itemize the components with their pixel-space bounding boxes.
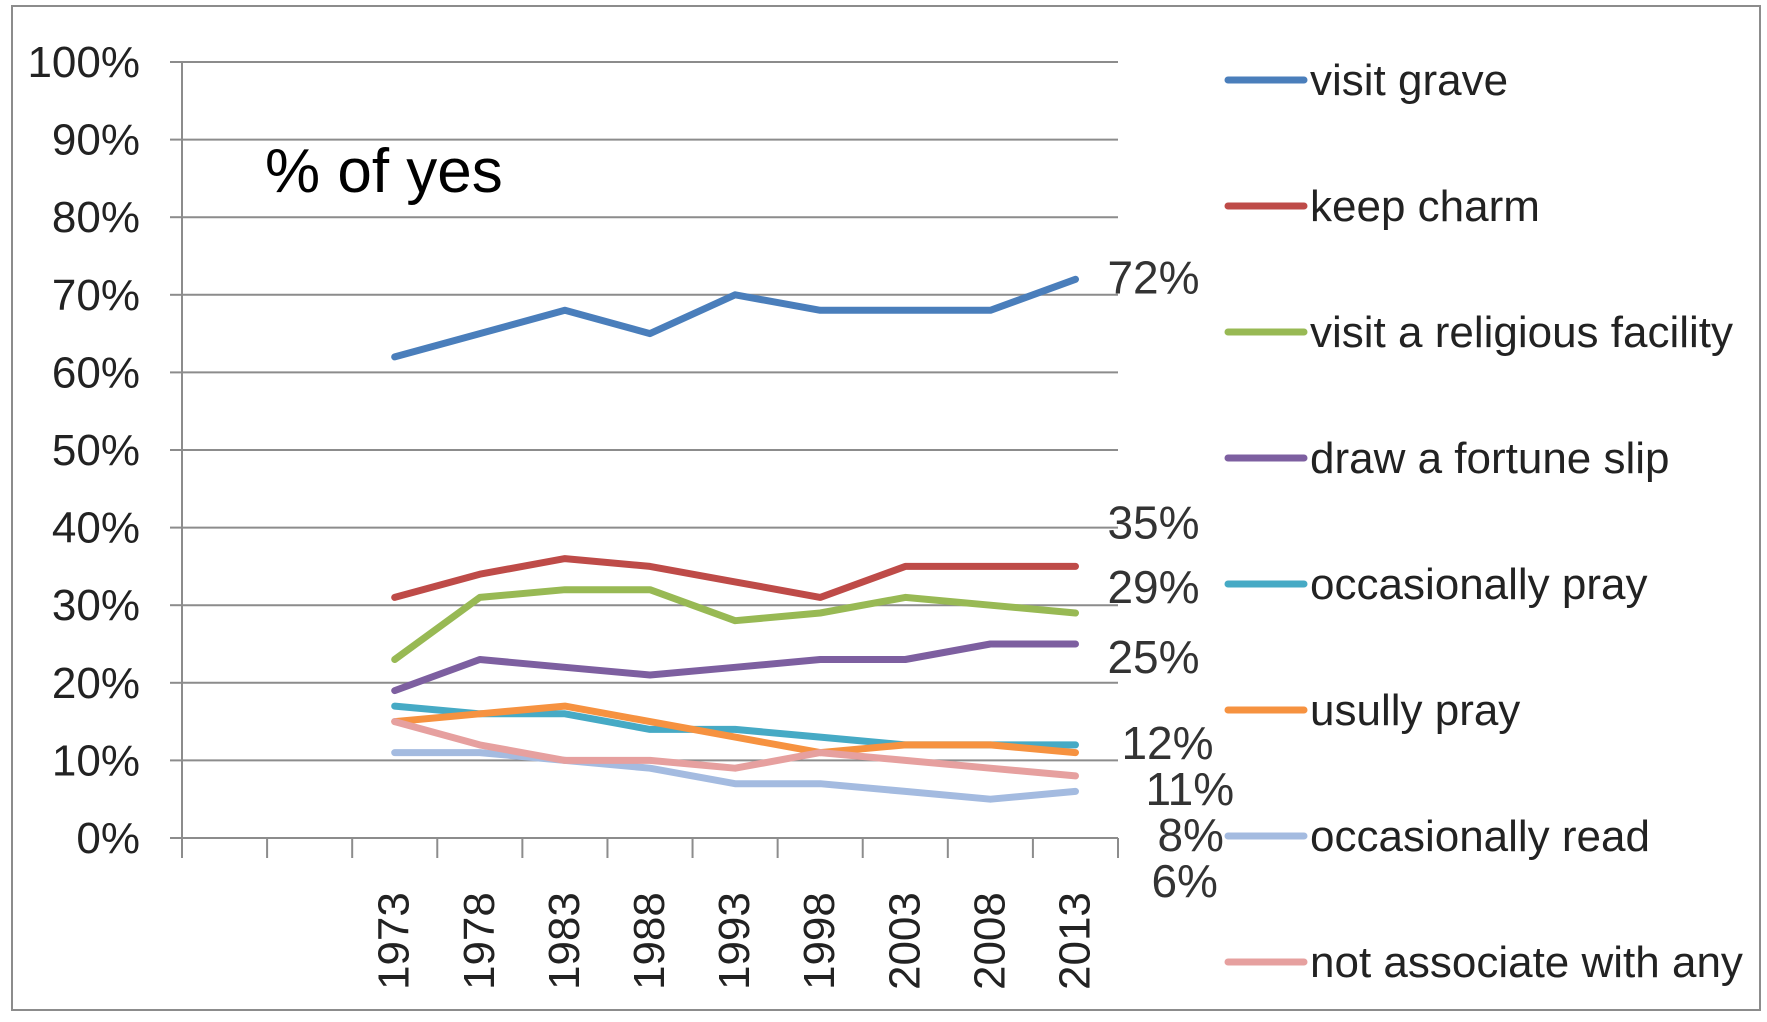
gridlines xyxy=(182,61,1118,762)
end-value-label: 35% xyxy=(1107,496,1199,548)
series-lines xyxy=(391,275,1079,803)
series-line-4 xyxy=(391,640,1079,695)
end-labels: 72% 35% 29% 25% 12%11%8%6% xyxy=(1107,251,1234,907)
y-tick-label: 50% xyxy=(52,426,140,475)
x-tick-label: 1973 xyxy=(370,892,419,990)
x-axis-ticks: 1973 1978 1983 1988 1993 1998 2003 2008 2013 xyxy=(370,892,1100,990)
legend-label: keep charm xyxy=(1310,182,1540,231)
y-tick-label: 60% xyxy=(52,348,140,397)
series-line-3 xyxy=(391,586,1079,663)
legend-label: visit a religious facility xyxy=(1310,308,1733,357)
legend-label: usully pray xyxy=(1310,686,1520,735)
legend-label: visit grave xyxy=(1310,56,1508,105)
series-line-6 xyxy=(391,702,1079,757)
end-value-label: 72% xyxy=(1107,251,1199,303)
chart-title: % of yes xyxy=(265,137,503,206)
x-tick-label: 1998 xyxy=(795,892,844,990)
axes xyxy=(170,61,1119,858)
legend-label: occasionally read xyxy=(1310,812,1650,861)
x-tick-label: 1988 xyxy=(625,892,674,990)
y-tick-label: 0% xyxy=(76,814,140,863)
end-value-label: 25% xyxy=(1107,631,1199,683)
chart-border xyxy=(11,5,1761,1011)
legend-label: draw a fortune slip xyxy=(1310,434,1670,483)
x-tick-label: 2008 xyxy=(965,892,1014,990)
end-value-label: 12% xyxy=(1121,717,1213,769)
y-tick-label: 70% xyxy=(52,271,140,320)
x-tick-label: 1978 xyxy=(455,892,504,990)
y-tick-label: 20% xyxy=(52,659,140,708)
y-tick-label: 40% xyxy=(52,504,140,553)
series-line-8 xyxy=(391,718,1079,780)
series-line-2 xyxy=(391,555,1079,601)
y-tick-label: 100% xyxy=(27,38,140,87)
x-tick-label: 2013 xyxy=(1050,892,1099,990)
end-value-label: 6% xyxy=(1151,855,1217,907)
y-tick-label: 10% xyxy=(52,736,140,785)
series-line-7 xyxy=(391,749,1079,803)
end-value-label: 11% xyxy=(1145,763,1234,815)
y-tick-label: 30% xyxy=(52,581,140,630)
end-value-label: 8% xyxy=(1157,809,1223,861)
x-tick-label: 1983 xyxy=(540,892,589,990)
legend: visit grave keep charm visit a religious f… xyxy=(1224,56,1743,987)
legend-label: occasionally pray xyxy=(1310,560,1648,609)
y-axis-ticks: 0% 10% 20% 30% 40% 50% 60% 70% 80% 90% 100% xyxy=(27,38,140,863)
y-tick-label: 90% xyxy=(52,116,140,165)
x-tick-label: 1993 xyxy=(710,892,759,990)
end-value-label: 29% xyxy=(1107,561,1199,613)
series-line-1 xyxy=(391,275,1079,361)
legend-label: not associate with any xyxy=(1310,938,1743,987)
x-tick-label: 2003 xyxy=(880,892,929,990)
y-tick-label: 80% xyxy=(52,193,140,242)
